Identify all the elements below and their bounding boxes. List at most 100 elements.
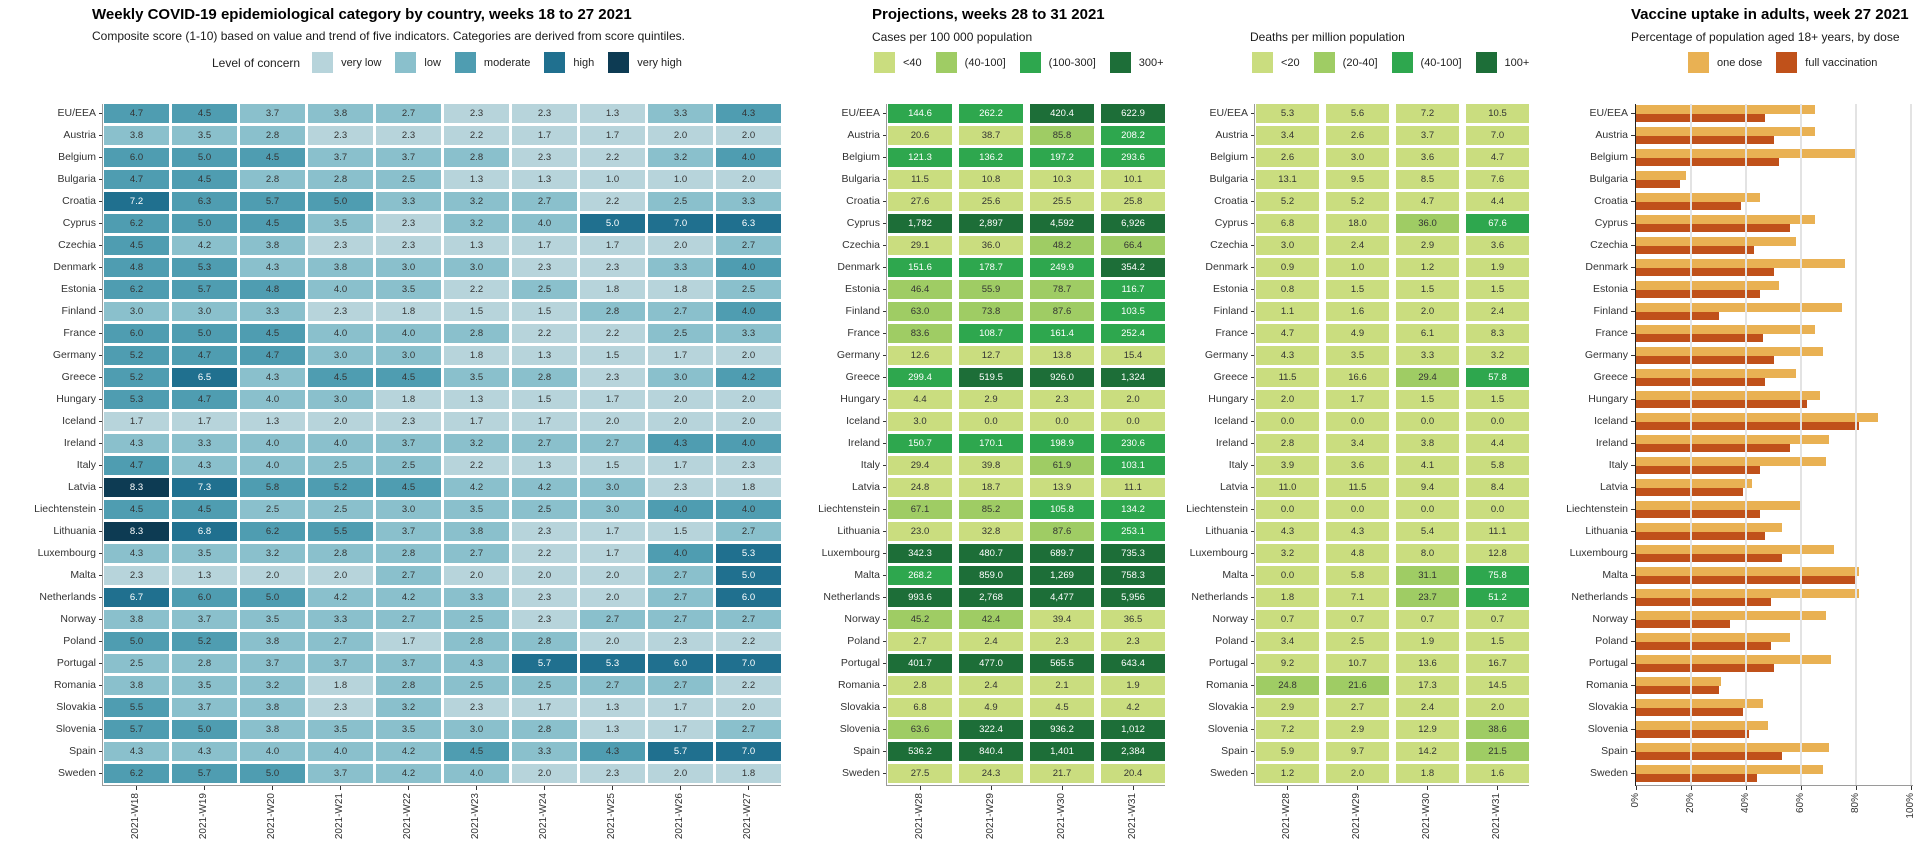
panel4-ytick [1631,729,1635,730]
panel1-xtick [136,786,137,790]
panel3-heatmap-cell: 5.6 [1326,104,1389,123]
panel3-heatmap-cell: 14.5 [1466,676,1529,695]
panel3-heatmap-cell: 0.0 [1396,500,1459,519]
panel4-gridline [1745,104,1747,785]
panel1-heatmap-cell: 2.7 [648,566,713,585]
panel1-heatmap-cell: 1.8 [716,764,781,783]
panel3-heatmap-cell: 3.9 [1256,456,1319,475]
panel1-country-label: Sweden [58,767,96,779]
panel1-heatmap-cell: 3.3 [512,742,577,761]
panel2-ytick [883,597,887,598]
panel1-heatmap-cell: 5.7 [240,192,305,211]
panel1-heatmap-cell: 4.2 [376,588,441,607]
legend-label: 300+ [1138,56,1164,69]
full-vaccination-bar [1636,333,1763,342]
panel1-heatmap-cell: 2.7 [376,610,441,629]
panel2-ytick [883,223,887,224]
full-vaccination-bar [1636,421,1859,430]
panel1-ytick [99,531,103,532]
panel2-country-label: Austria [847,129,880,141]
panel2-heatmap-cell: 519.5 [959,368,1023,387]
panel2-heatmap-cell: 27.6 [888,192,952,211]
panel2-ytick [883,201,887,202]
one-dose-bar [1636,611,1826,620]
panel2-heatmap-cell: 15.4 [1101,346,1165,365]
panel2-country-label: Romania [837,679,880,691]
panel3-heatmap-cell: 11.0 [1256,478,1319,497]
panel4-xtick [1746,786,1747,790]
panel3-heatmap-cell: 2.7 [1326,698,1389,717]
legend-item: 100+ [1475,52,1529,73]
panel1-ytick [99,707,103,708]
legend-item: full vaccination [1776,52,1877,73]
panel4-country-label: Romania [1585,679,1628,691]
panel4-ytick [1631,157,1635,158]
panel1-heatmap-cell: 4.3 [104,434,169,453]
panel3-ytick [1251,377,1255,378]
panel4-ytick [1631,113,1635,114]
one-dose-bar [1636,193,1760,202]
panel1-heatmap-cell: 4.5 [172,104,237,123]
panel1-heatmap-cell: 2.5 [444,610,509,629]
panel3-ytick [1251,553,1255,554]
panel4-xtick-label: 60% [1795,793,1806,814]
one-dose-bar [1636,545,1834,554]
panel1-ytick [99,641,103,642]
panel4-xaxis-line [1635,785,1913,786]
panel3-heatmap-cell: 1.6 [1466,764,1529,783]
panel1-heatmap-cell: 2.0 [240,566,305,585]
panel2-heatmap-cell: 354.2 [1101,258,1165,277]
panel1-heatmap-cell: 2.0 [648,412,713,431]
panel1-xtick-label: 2021-W19 [198,793,209,840]
panel3-heatmap-cell: 5.4 [1396,522,1459,541]
panel4-country-label: Czechia [1590,239,1628,251]
panel1-heatmap-cell: 2.0 [716,346,781,365]
panel1-heatmap-cell: 2.7 [648,302,713,321]
panel2-heatmap-cell: 12.6 [888,346,952,365]
panel1-country-label: Netherlands [39,591,96,603]
panel3-heatmap-cell: 1.2 [1396,258,1459,277]
panel1-heatmap-cell: 4.0 [512,214,577,233]
panel3-country-label: Ireland [1215,437,1248,449]
panel2-heatmap-cell: 29.1 [888,236,952,255]
panel1-heatmap-cell: 4.5 [240,324,305,343]
legend-item: 300+ [1109,52,1164,73]
panel2-heatmap-cell: 2.3 [1101,632,1165,651]
panel3-heatmap-cell: 38.6 [1466,720,1529,739]
panel4-ytick [1631,685,1635,686]
panel2-ytick [883,707,887,708]
panel4-ytick [1631,531,1635,532]
panel3-country-label: Croatia [1214,195,1248,207]
full-vaccination-bar [1636,289,1760,298]
panel4-ytick [1631,575,1635,576]
panel1-heatmap-cell: 5.0 [104,632,169,651]
panel1-heatmap-cell: 4.0 [308,280,373,299]
panel1-heatmap-cell: 2.0 [580,632,645,651]
panel1-heatmap-cell: 1.8 [580,280,645,299]
panel3-ytick [1251,399,1255,400]
panel3-heatmap-cell: 67.6 [1466,214,1529,233]
legend-item: (40-100] [935,52,1006,73]
panel4-country-label: Belgium [1590,151,1628,163]
panel3-heatmap-cell: 11.5 [1326,478,1389,497]
panel2-ytick [883,531,887,532]
panel1-heatmap-cell: 1.7 [580,522,645,541]
legend-label: (20-40] [1342,56,1378,69]
panel1-heatmap-cell: 3.7 [240,104,305,123]
panel3-heatmap-cell: 1.5 [1466,632,1529,651]
panel2-heatmap-cell: 2.9 [959,390,1023,409]
panel1-heatmap-cell: 3.7 [308,764,373,783]
panel3-heatmap-cell: 2.8 [1256,434,1319,453]
legend-item: <40 [874,52,922,73]
one-dose-bar [1636,391,1821,400]
panel1-heatmap-cell: 4.2 [308,588,373,607]
panel2-ytick [883,179,887,180]
panel1-heatmap-cell: 2.0 [444,566,509,585]
panel3-ytick [1251,333,1255,334]
panel1-xtick [408,786,409,790]
panel1-heatmap-cell: 2.8 [512,632,577,651]
legend-label: (40-100] [964,56,1006,69]
panel3-xtick-label: 2021-W29 [1351,793,1362,840]
panel2-heatmap-cell: 13.8 [1030,346,1094,365]
panel4-country-label: Hungary [1588,393,1628,405]
